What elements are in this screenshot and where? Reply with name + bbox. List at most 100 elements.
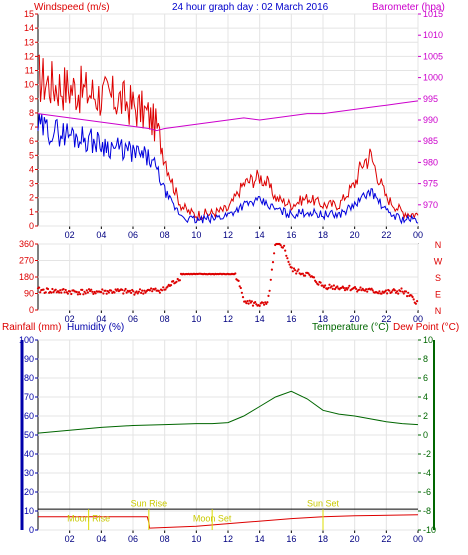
humidity-axis-label: Humidity (%)	[67, 322, 124, 333]
barometer-axis-label: Barometer (hpa)	[372, 2, 445, 13]
direction-point	[104, 289, 107, 292]
temp-xtick-label: 22	[381, 534, 391, 544]
direction-xtick-label: 16	[286, 314, 296, 324]
barometer-ytick-label: 975	[423, 179, 438, 189]
direction-point	[234, 272, 237, 275]
barometer-line	[37, 100, 419, 132]
wind-xtick-label: 08	[160, 230, 170, 240]
direction-point	[261, 301, 265, 304]
direction-point	[135, 290, 138, 293]
temperature-ytick-label: -10	[423, 525, 436, 535]
barometer-ytick-label: 1000	[423, 73, 443, 83]
direction-point	[64, 288, 67, 292]
direction-ytick-label: 360	[19, 239, 34, 249]
direction-point	[295, 272, 298, 275]
wind-xtick-label: 06	[128, 230, 138, 240]
temp-xtick-label: 04	[96, 534, 106, 544]
graph-title: 24 hour graph day : 02 March 2016	[172, 2, 329, 13]
direction-point	[402, 292, 405, 295]
windspeed-ytick-label: 10	[24, 80, 34, 90]
direction-point	[296, 270, 299, 273]
direction-point	[244, 300, 247, 303]
direction-point	[401, 290, 404, 293]
direction-point	[377, 292, 380, 295]
direction-point	[113, 291, 116, 294]
direction-point	[124, 287, 127, 291]
rainfall-line	[38, 514, 419, 529]
direction-point	[416, 300, 419, 303]
humidity-ytick-label: 40	[24, 449, 34, 459]
humidity-ytick-label: 50	[24, 430, 34, 440]
direction-point	[273, 252, 276, 255]
sun-moon-label: Moon Set	[193, 513, 232, 523]
direction-point	[164, 288, 167, 291]
direction-point	[330, 285, 333, 288]
wind-xtick-label: 12	[223, 230, 233, 240]
direction-point	[333, 288, 337, 291]
direction-point	[258, 304, 261, 307]
direction-point	[50, 291, 53, 294]
direction-point	[269, 278, 272, 281]
direction-point	[151, 290, 154, 293]
direction-point	[304, 274, 307, 277]
direction-point	[42, 288, 45, 291]
direction-xtick-label: 08	[160, 314, 170, 324]
direction-point	[365, 288, 368, 291]
direction-point	[246, 300, 249, 303]
barometer-ytick-label: 970	[423, 200, 438, 210]
direction-point	[90, 288, 93, 291]
direction-point	[54, 288, 57, 291]
direction-point	[283, 244, 286, 247]
direction-point	[130, 291, 133, 294]
direction-point	[175, 280, 178, 283]
direction-xtick-label: 04	[96, 314, 106, 324]
temperature-ytick-label: 2	[423, 411, 428, 421]
direction-point	[407, 291, 410, 294]
barometer-ytick-label: 985	[423, 136, 438, 146]
direction-point	[390, 291, 393, 294]
windspeed-ytick-label: 6	[29, 136, 34, 146]
direction-point	[268, 289, 271, 292]
temp-xtick-label: 08	[160, 534, 170, 544]
direction-point	[240, 291, 243, 294]
temperature-ytick-label: 4	[423, 392, 428, 402]
compass-label: S	[435, 273, 441, 283]
direction-point	[46, 287, 50, 291]
direction-point	[59, 289, 62, 292]
direction-point	[353, 286, 357, 289]
direction-point	[393, 289, 396, 292]
direction-point	[380, 292, 383, 295]
direction-point	[366, 290, 369, 293]
direction-point	[69, 290, 72, 293]
direction-point	[324, 284, 327, 287]
direction-point	[136, 292, 139, 295]
direction-point	[397, 292, 400, 295]
direction-point	[287, 260, 290, 263]
direction-point	[396, 290, 399, 293]
wind-xtick-label: 20	[350, 230, 360, 240]
sun-moon-label: Sun Rise	[131, 498, 168, 508]
direction-xtick-label: 22	[381, 314, 391, 324]
humidity-ytick-label: 60	[24, 411, 34, 421]
windspeed-ytick-label: 2	[29, 193, 34, 203]
direction-point	[343, 289, 347, 292]
direction-point	[39, 291, 42, 294]
wind-xtick-label: 02	[65, 230, 75, 240]
direction-point	[332, 284, 335, 287]
direction-point	[348, 284, 351, 287]
temp-xtick-label: 18	[318, 534, 328, 544]
temperature-ytick-label: -6	[423, 487, 431, 497]
direction-xtick-label: 10	[191, 314, 201, 324]
direction-point	[248, 299, 251, 302]
humidity-ytick-label: 80	[24, 373, 34, 383]
direction-point	[166, 285, 169, 288]
windspeed-axis-label: Windspeed (m/s)	[34, 2, 110, 13]
direction-xtick-label: 14	[255, 314, 265, 324]
direction-point	[315, 281, 318, 284]
compass-label: N	[435, 240, 442, 250]
direction-point	[105, 292, 108, 295]
direction-point	[150, 287, 153, 290]
direction-point	[371, 289, 374, 292]
direction-point	[358, 288, 361, 291]
